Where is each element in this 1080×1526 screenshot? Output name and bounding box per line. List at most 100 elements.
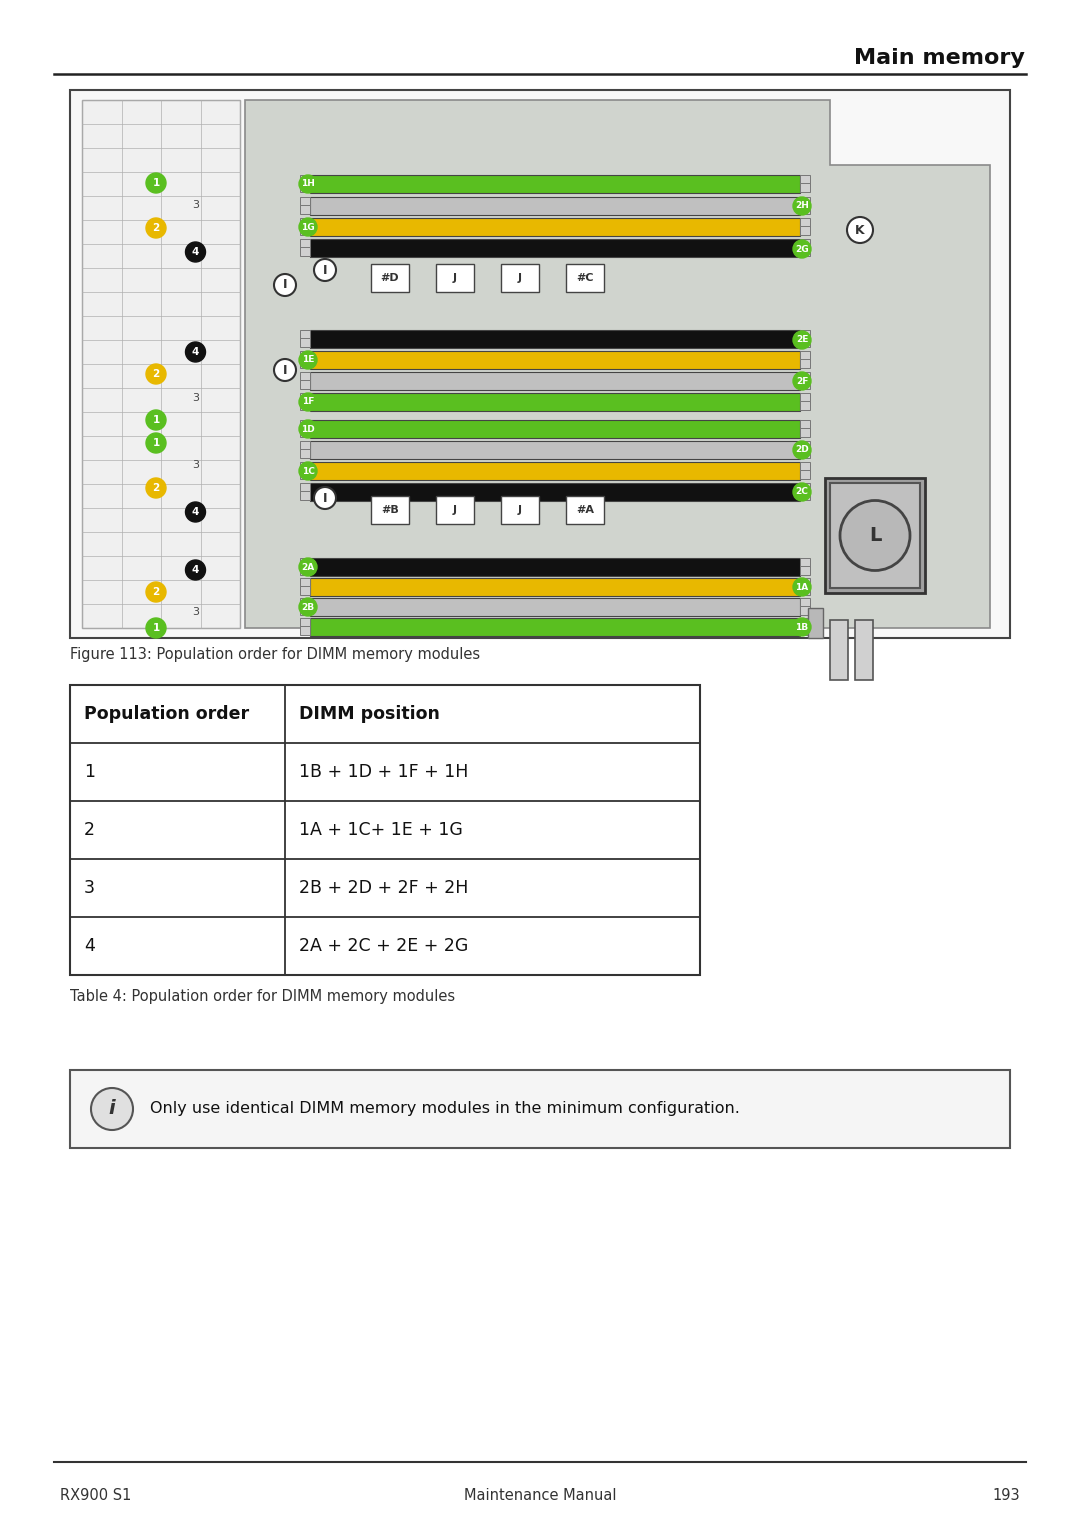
Text: 2: 2 (152, 223, 160, 233)
Bar (310, 578, 800, 597)
Bar (800, 470, 810, 479)
Bar (300, 586, 310, 595)
Bar (300, 427, 310, 436)
Text: 1: 1 (152, 438, 160, 449)
Text: 4: 4 (192, 507, 199, 517)
Bar (310, 351, 800, 369)
Text: 2G: 2G (795, 244, 809, 253)
Bar (310, 598, 800, 617)
Bar (310, 420, 800, 438)
Text: 4: 4 (192, 247, 199, 256)
Text: 4: 4 (192, 565, 199, 575)
Bar (800, 449, 810, 458)
Bar (300, 420, 310, 429)
Bar (300, 401, 310, 409)
Bar (300, 606, 310, 615)
Text: Population order: Population order (84, 705, 249, 723)
Text: J: J (453, 505, 457, 514)
Text: I: I (283, 279, 287, 291)
Bar (800, 598, 810, 607)
Circle shape (299, 420, 318, 438)
Bar (310, 330, 800, 348)
Bar (300, 372, 310, 380)
Text: i: i (109, 1100, 116, 1119)
Text: 2E: 2E (796, 336, 808, 345)
Bar (310, 372, 800, 391)
Bar (800, 482, 810, 491)
Bar (831, 620, 848, 681)
Bar (800, 461, 810, 470)
Circle shape (186, 560, 205, 580)
Bar (300, 337, 310, 346)
Circle shape (793, 197, 811, 215)
Bar (800, 626, 810, 635)
Bar (310, 175, 800, 192)
Circle shape (146, 410, 166, 430)
Bar (300, 218, 310, 226)
Bar (82, 101, 240, 629)
Text: 1A + 1C+ 1E + 1G: 1A + 1C+ 1E + 1G (299, 821, 463, 839)
Bar (310, 484, 800, 501)
Text: 2F: 2F (796, 377, 808, 386)
Text: Maintenance Manual: Maintenance Manual (463, 1488, 617, 1503)
Bar (310, 462, 800, 481)
Text: L: L (868, 526, 881, 545)
Text: 2C: 2C (796, 487, 809, 496)
Bar (300, 183, 310, 192)
Text: 193: 193 (993, 1488, 1020, 1503)
Bar (300, 441, 310, 450)
Bar (800, 247, 810, 256)
Circle shape (299, 559, 318, 575)
Text: 1E: 1E (301, 356, 314, 365)
Text: 1: 1 (84, 763, 95, 781)
Bar (800, 380, 810, 389)
Text: I: I (323, 491, 327, 505)
Text: I: I (283, 363, 287, 377)
Bar (300, 482, 310, 491)
FancyBboxPatch shape (372, 496, 409, 523)
Bar (300, 449, 310, 458)
Text: 4: 4 (84, 937, 95, 955)
Bar (300, 247, 310, 256)
Circle shape (146, 618, 166, 638)
Bar (300, 197, 310, 206)
Text: 2: 2 (84, 821, 95, 839)
Circle shape (299, 218, 318, 237)
FancyBboxPatch shape (566, 496, 604, 523)
Text: 1D: 1D (301, 424, 315, 433)
Bar (800, 557, 810, 566)
Bar (300, 359, 310, 368)
Text: 2: 2 (152, 588, 160, 597)
Text: Table 4: Population order for DIMM memory modules: Table 4: Population order for DIMM memor… (70, 989, 455, 1004)
Bar (300, 380, 310, 389)
Text: 1B: 1B (796, 623, 809, 632)
Bar (800, 420, 810, 429)
Bar (300, 626, 310, 635)
Bar (300, 557, 310, 566)
Text: Main memory: Main memory (854, 47, 1025, 69)
Bar (800, 351, 810, 360)
Text: Figure 113: Population order for DIMM memory modules: Figure 113: Population order for DIMM me… (70, 647, 481, 662)
Bar (800, 586, 810, 595)
Circle shape (793, 331, 811, 349)
Bar (300, 618, 310, 627)
Circle shape (186, 243, 205, 262)
FancyBboxPatch shape (372, 264, 409, 291)
Circle shape (793, 441, 811, 459)
Text: 2A + 2C + 2E + 2G: 2A + 2C + 2E + 2G (299, 937, 469, 955)
Bar (800, 337, 810, 346)
Bar (70, 1070, 1010, 1148)
Bar (310, 197, 800, 215)
Text: RX900 S1: RX900 S1 (60, 1488, 132, 1503)
Text: K: K (855, 223, 865, 237)
Text: 2H: 2H (795, 201, 809, 211)
Text: J: J (453, 273, 457, 282)
Text: 1: 1 (152, 415, 160, 426)
Bar (800, 578, 810, 586)
Text: 2A: 2A (301, 563, 314, 572)
Circle shape (146, 433, 166, 453)
Bar (300, 566, 310, 575)
Text: 2B: 2B (301, 603, 314, 612)
Bar (800, 204, 810, 214)
Circle shape (186, 502, 205, 522)
